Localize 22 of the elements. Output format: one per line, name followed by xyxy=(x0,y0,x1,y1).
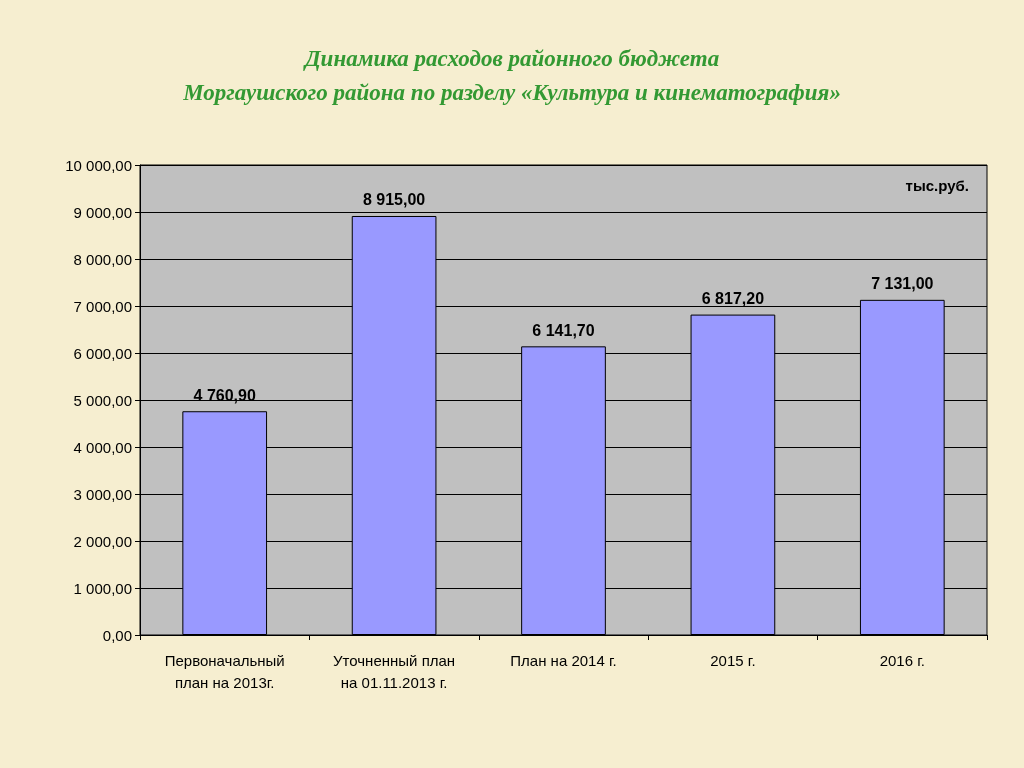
y-tick-label: 6 000,00 xyxy=(73,344,132,362)
y-tick-label: 10 000,00 xyxy=(65,156,132,174)
x-tick-label: 2015 г. xyxy=(710,651,756,669)
x-tick-label: Уточненный план на 01.11.2013 г. xyxy=(333,651,456,691)
x-tick-label: 2016 г. xyxy=(879,651,925,669)
y-tick-label: 5 000,00 xyxy=(73,391,132,409)
y-tick-label: 4 000,00 xyxy=(73,438,132,456)
y-tick-label: 7 000,00 xyxy=(73,297,132,315)
chart-title: Динамика расходов районного бюджета Моргаушского района по разделу «Культура и кинематография» xyxy=(182,45,841,105)
y-tick-label: 9 000,00 xyxy=(73,203,132,221)
data-label: 6 817,20 xyxy=(701,290,765,308)
x-tick-label: План на 2014 г. xyxy=(510,651,617,669)
data-label: 7 131,00 xyxy=(871,275,934,293)
annotation: тыс.руб. xyxy=(905,177,969,194)
x-tick-label: Первоначальный план на 2013г. xyxy=(164,651,285,691)
y-tick-label: 2 000,00 xyxy=(73,532,132,550)
y-tick-label: 8 000,00 xyxy=(73,250,132,268)
y-tick-label: 1 000,00 xyxy=(73,579,132,597)
data-label: 6 141,70 xyxy=(532,321,595,339)
data-label: 8 915,00 xyxy=(362,191,426,209)
y-tick-label: 3 000,00 xyxy=(73,485,132,503)
y-tick-label: 0,00 xyxy=(102,626,132,644)
